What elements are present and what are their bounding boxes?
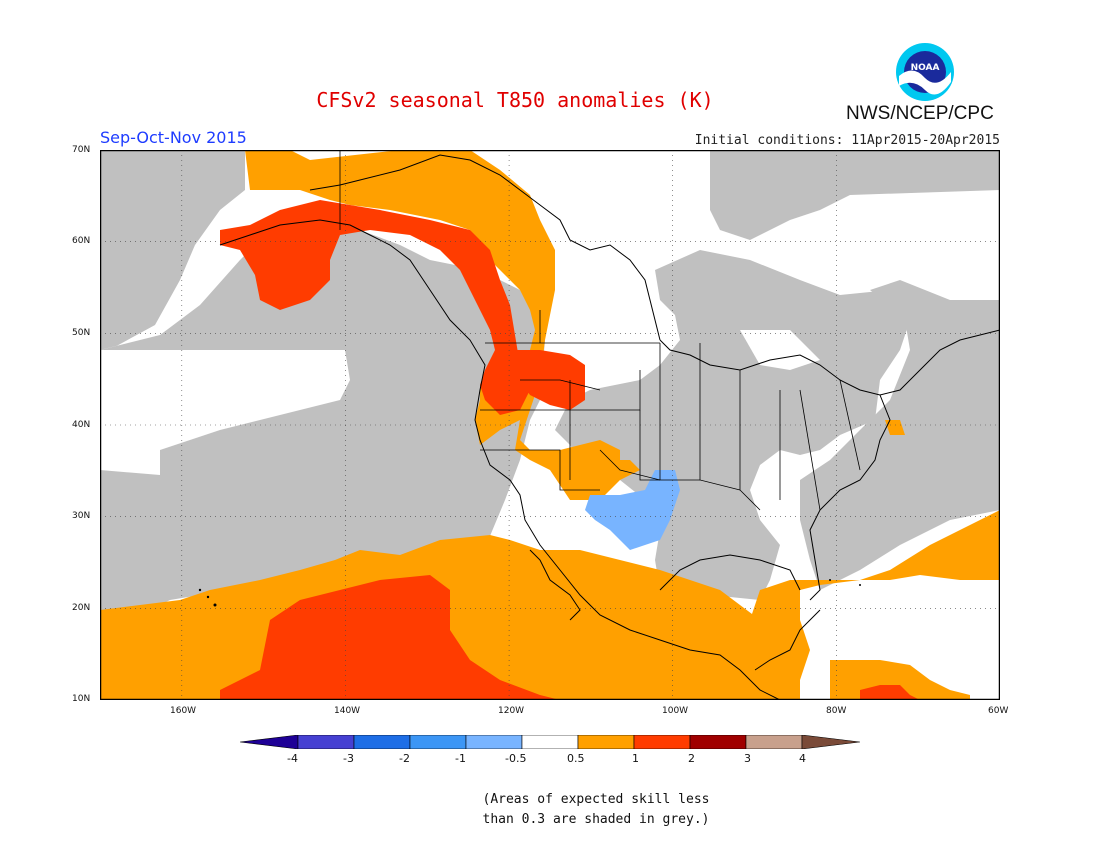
colorbar-cell: [689, 735, 747, 749]
colorbar-cell: [465, 735, 523, 749]
colorbar: [240, 735, 860, 749]
colorbar-cell: [240, 735, 299, 749]
colorbar-tick: -4: [287, 752, 298, 765]
colorbar-tick: -3: [343, 752, 354, 765]
skill-note-line2: than 0.3 are shaded in grey.): [482, 812, 710, 827]
colorbar-cell: [521, 735, 579, 749]
colorbar-tick: -2: [399, 752, 410, 765]
colorbar-cell: [297, 735, 355, 749]
lon-label: 160W: [170, 706, 197, 716]
initial-conditions: Initial conditions: 11Apr2015-20Apr2015: [694, 133, 1000, 148]
anomaly-map: [100, 150, 1000, 700]
lat-label: 50N: [72, 328, 91, 338]
svg-text:NOAA: NOAA: [911, 63, 940, 73]
low-skill-shading: [100, 150, 1000, 610]
lon-label: 60W: [988, 706, 1009, 716]
colorbar-tick: 2: [688, 752, 695, 765]
lon-label: 100W: [662, 706, 689, 716]
graticule: [100, 150, 1000, 700]
colorbar-cell: [633, 735, 691, 749]
coastlines: [219, 154, 1000, 700]
colorbar-cell: [577, 735, 635, 749]
colorbar-tick: 3: [744, 752, 751, 765]
state-borders: [339, 150, 861, 511]
lon-label: 120W: [498, 706, 525, 716]
lat-label: 70N: [72, 145, 91, 155]
colorbar-cell: [801, 735, 860, 749]
anomaly-1-2: [220, 200, 920, 700]
colorbar-tick: 4: [799, 752, 806, 765]
noaa-logo-icon: NOAA: [896, 43, 954, 101]
lon-label: 140W: [334, 706, 361, 716]
anomaly-minus-0.5-1: [585, 470, 680, 550]
islands: [198, 579, 861, 607]
colorbar-tick: 0.5: [567, 752, 585, 765]
colorbar-cell: [409, 735, 467, 749]
colorbar-tick: -1: [455, 752, 466, 765]
season-label: Sep-Oct-Nov 2015: [100, 128, 247, 147]
lon-label: 80W: [826, 706, 847, 716]
skill-note-line1: (Areas of expected skill less: [482, 792, 710, 807]
lat-label: 40N: [72, 420, 91, 430]
colorbar-cell: [353, 735, 411, 749]
colorbar-tick: 1: [632, 752, 639, 765]
colorbar-tick: -0.5: [505, 752, 527, 765]
chart-title: CFSv2 seasonal T850 anomalies (K): [316, 88, 714, 112]
lat-label: 60N: [72, 236, 91, 246]
lat-label: 10N: [72, 694, 91, 704]
lat-label: 20N: [72, 603, 91, 613]
agency-label: NWS/NCEP/CPC: [846, 103, 994, 124]
colorbar-cell: [745, 735, 803, 749]
lat-label: 30N: [72, 511, 91, 521]
map-frame: [100, 150, 1000, 700]
